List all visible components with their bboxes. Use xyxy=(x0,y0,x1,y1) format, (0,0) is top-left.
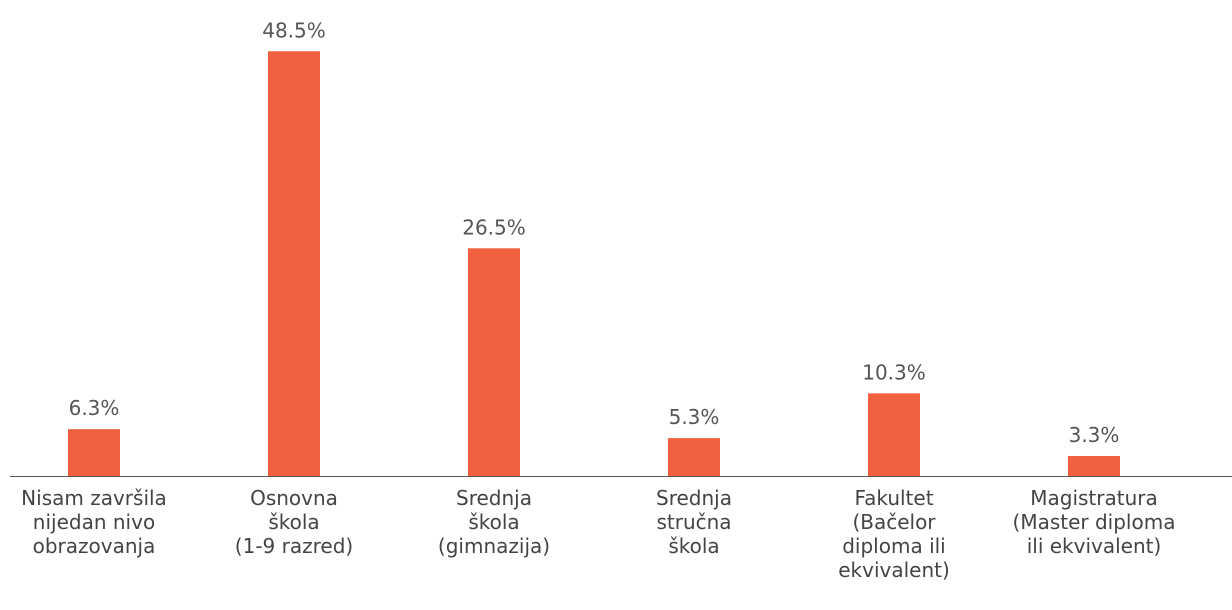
x-tick-label: Fakultet (Bačelor diploma ili ekvivalent… xyxy=(838,486,950,582)
x-tick-label: Nisam završila nijedan nivo obrazovanja xyxy=(21,486,167,558)
bar xyxy=(868,393,920,476)
bar xyxy=(1068,456,1120,476)
bar xyxy=(268,51,320,477)
x-tick-label: Srednja stručna škola xyxy=(656,486,732,558)
x-tick-label: Osnovna škola (1-9 razred) xyxy=(234,486,354,558)
x-tick-label: Magistratura (Master diploma ili ekvival… xyxy=(1012,486,1176,558)
value-label: 26.5% xyxy=(462,215,526,239)
value-label: 3.3% xyxy=(1069,423,1120,447)
value-label: 48.5% xyxy=(262,18,326,42)
bar xyxy=(68,429,120,476)
x-tick-label: Srednja škola (gimnazija) xyxy=(437,486,551,558)
value-label: 6.3% xyxy=(69,396,120,420)
value-label: 10.3% xyxy=(862,360,926,384)
bar xyxy=(668,438,720,476)
bar xyxy=(468,248,520,476)
value-label: 5.3% xyxy=(669,405,720,429)
